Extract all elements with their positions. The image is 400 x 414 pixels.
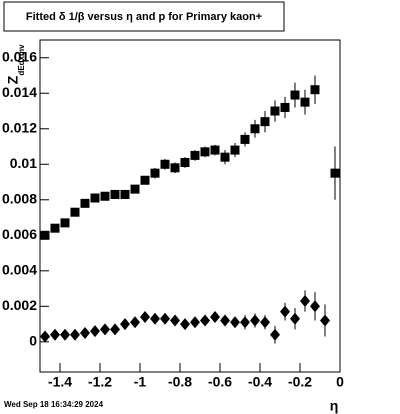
marker-diamond <box>100 323 110 336</box>
title-box <box>3 1 285 32</box>
marker-square <box>290 90 300 100</box>
marker-diamond <box>240 316 250 329</box>
marker-square <box>220 152 230 162</box>
marker-square <box>140 175 150 185</box>
marker-square <box>180 158 190 168</box>
y-tick-label: 0.008 <box>2 190 37 206</box>
marker-square <box>250 124 260 134</box>
marker-diamond <box>150 312 160 325</box>
marker-diamond <box>200 314 210 327</box>
marker-square <box>200 147 210 157</box>
y-tick-label: 0 <box>29 333 37 349</box>
marker-diamond <box>300 294 310 307</box>
marker-diamond <box>60 328 70 341</box>
marker-diamond <box>290 312 300 325</box>
y-tick-label: 0.014 <box>2 84 37 100</box>
marker-diamond <box>310 300 320 313</box>
marker-square <box>280 102 290 112</box>
marker-square <box>230 145 240 155</box>
y-tick-label: 0.016 <box>2 48 37 64</box>
marker-square <box>270 106 280 116</box>
marker-square <box>160 159 170 169</box>
y-axis-label-sub: dEdxmv <box>17 44 26 76</box>
marker-square <box>310 85 320 95</box>
marker-diamond <box>160 312 170 325</box>
marker-square <box>90 193 100 203</box>
marker-diamond <box>320 314 330 327</box>
marker-diamond <box>210 310 220 323</box>
marker-square <box>210 145 220 155</box>
marker-diamond <box>270 328 280 341</box>
marker-diamond <box>40 330 50 343</box>
marker-diamond <box>90 325 100 338</box>
marker-square <box>40 230 50 240</box>
marker-square <box>330 168 340 178</box>
x-axis-label: η <box>330 398 339 414</box>
y-tick-label: 0.012 <box>2 119 37 135</box>
y-tick-label: 0.004 <box>2 262 37 278</box>
chart-title: Fitted δ 1/β versus η and p for Primary … <box>26 11 262 23</box>
marker-diamond <box>180 318 190 331</box>
marker-diamond <box>130 316 140 329</box>
marker-square <box>50 223 60 233</box>
marker-square <box>170 163 180 173</box>
marker-square <box>300 97 310 107</box>
marker-diamond <box>140 310 150 323</box>
y-tick-label: 0.002 <box>2 297 37 313</box>
x-tick-label: -0.6 <box>208 374 232 390</box>
marker-diamond <box>250 314 260 327</box>
x-tick-label: -0.2 <box>288 374 312 390</box>
x-tick-label: -0.4 <box>248 374 272 390</box>
x-tick-label: -1 <box>134 374 147 390</box>
marker-diamond <box>190 316 200 329</box>
marker-diamond <box>230 316 240 329</box>
marker-square <box>80 198 90 208</box>
x-tick-label: -1.4 <box>48 374 72 390</box>
marker-square <box>100 191 110 201</box>
marker-square <box>190 150 200 160</box>
y-tick-label: 0.006 <box>2 226 37 242</box>
x-tick-label: -1.2 <box>88 374 112 390</box>
marker-square <box>110 189 120 199</box>
marker-diamond <box>220 314 230 327</box>
marker-diamond <box>170 314 180 327</box>
x-tick-label: 0 <box>336 374 344 390</box>
marker-diamond <box>70 328 80 341</box>
marker-diamond <box>260 316 270 329</box>
marker-square <box>120 189 130 199</box>
plot-frame <box>39 39 341 373</box>
marker-square <box>260 117 270 127</box>
marker-square <box>240 134 250 144</box>
y-tick-label: 0.01 <box>10 155 37 171</box>
marker-diamond <box>120 318 130 331</box>
marker-square <box>130 184 140 194</box>
marker-diamond <box>280 305 290 318</box>
y-axis-label: Z <box>5 75 21 84</box>
x-tick-label: -0.8 <box>168 374 192 390</box>
marker-diamond <box>50 328 60 341</box>
marker-square <box>60 218 70 228</box>
marker-diamond <box>80 326 90 339</box>
footer: Wed Sep 18 16:34:29 2024 <box>4 400 104 409</box>
marker-diamond <box>110 323 120 336</box>
marker-square <box>150 168 160 178</box>
marker-square <box>70 207 80 217</box>
